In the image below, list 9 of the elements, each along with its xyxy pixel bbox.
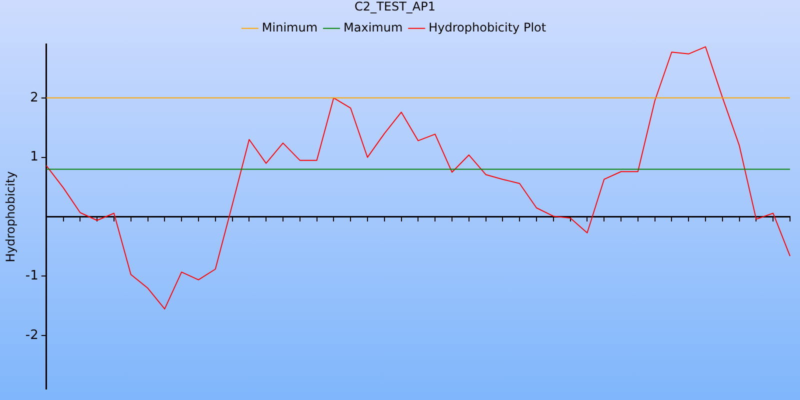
y-tick-label: 2 — [30, 90, 38, 106]
legend-label: Minimum — [262, 20, 318, 35]
y-axis-title: Hydrophobicity — [3, 171, 18, 262]
y-tick-label: -1 — [25, 268, 38, 284]
y-tick-label: 1 — [30, 150, 38, 165]
legend-label: Maximum — [344, 20, 403, 35]
y-tick-label: -2 — [25, 328, 38, 344]
chart-title: C2_TEST_AP1 — [354, 0, 436, 14]
legend-label: Hydrophobicity Plot — [428, 20, 546, 35]
